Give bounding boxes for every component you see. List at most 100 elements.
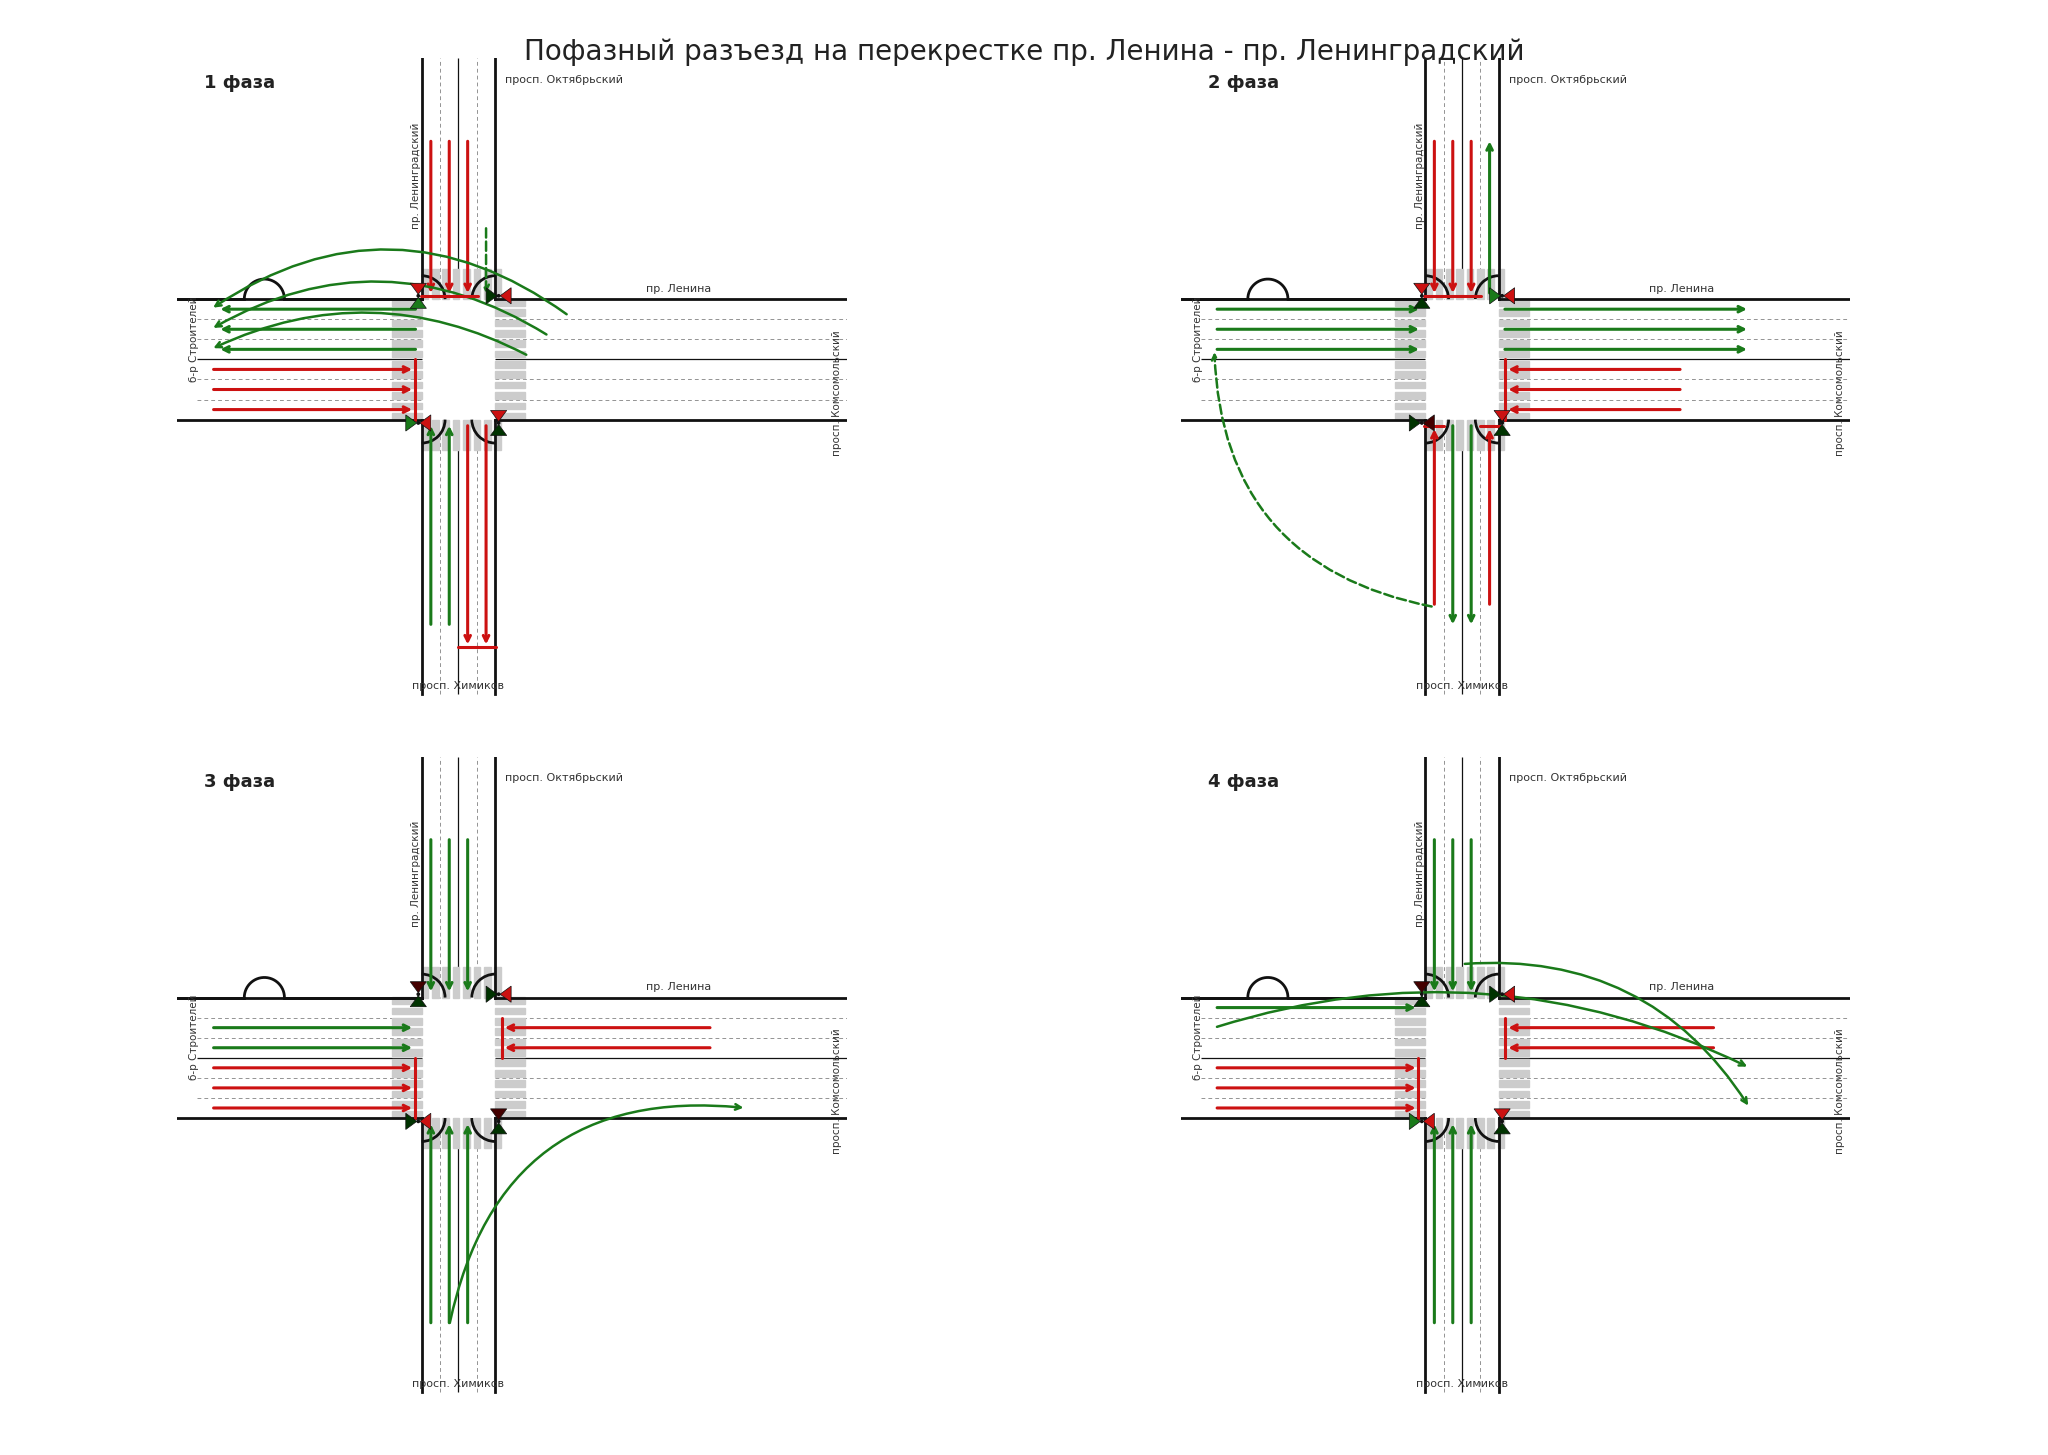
Bar	[391, 1039, 422, 1045]
Bar	[1436, 419, 1442, 450]
Bar	[1499, 1091, 1530, 1097]
Polygon shape	[1425, 998, 1499, 1117]
Bar	[1497, 1117, 1505, 1148]
Bar	[1466, 269, 1473, 300]
Bar	[496, 361, 526, 368]
Wedge shape	[422, 975, 444, 998]
Bar	[483, 1117, 492, 1148]
Bar	[496, 351, 526, 358]
Bar	[442, 419, 449, 450]
Bar	[1395, 1080, 1425, 1087]
Bar	[1395, 403, 1425, 409]
Text: 4 фаза: 4 фаза	[1208, 773, 1278, 790]
Wedge shape	[422, 419, 444, 442]
Text: б-р Строителей: б-р Строителей	[1192, 297, 1202, 383]
Bar	[1395, 330, 1425, 336]
Bar	[1395, 1069, 1425, 1077]
Bar	[1395, 1059, 1425, 1067]
Wedge shape	[471, 275, 496, 300]
Circle shape	[1501, 422, 1503, 425]
Polygon shape	[1413, 982, 1430, 992]
Bar	[1499, 298, 1530, 306]
Bar	[496, 1080, 526, 1087]
Bar	[391, 1069, 422, 1077]
Bar	[422, 1117, 428, 1148]
Bar	[1499, 340, 1530, 346]
Bar	[1499, 997, 1530, 1004]
Bar	[1499, 308, 1530, 316]
Bar	[1395, 371, 1425, 378]
Text: просп. Химиков: просп. Химиков	[412, 1379, 504, 1390]
Bar	[1466, 968, 1473, 998]
Polygon shape	[492, 410, 506, 422]
Polygon shape	[410, 297, 426, 308]
Bar	[1395, 1049, 1425, 1056]
Circle shape	[1501, 992, 1503, 995]
Bar	[473, 419, 479, 450]
Bar	[1395, 361, 1425, 368]
Text: просп. Октябрьский: просп. Октябрьский	[506, 773, 623, 783]
Bar	[1497, 269, 1505, 300]
Polygon shape	[1409, 415, 1421, 431]
Polygon shape	[485, 288, 498, 304]
Polygon shape	[410, 995, 426, 1007]
Text: пр. Ленинградский: пр. Ленинградский	[1415, 821, 1425, 927]
Bar	[1456, 968, 1462, 998]
Bar	[442, 968, 449, 998]
Bar	[1477, 1117, 1483, 1148]
Bar	[442, 1117, 449, 1148]
Bar	[1395, 1039, 1425, 1045]
Bar	[1395, 1029, 1425, 1035]
Bar	[1395, 1091, 1425, 1097]
Bar	[391, 1018, 422, 1024]
Wedge shape	[1425, 419, 1448, 442]
Bar	[473, 968, 479, 998]
Bar	[1499, 1049, 1530, 1056]
Text: просп. Комсомольский: просп. Комсомольский	[1835, 1029, 1845, 1154]
Text: просп. Химиков: просп. Химиков	[1415, 681, 1507, 691]
Bar	[1499, 351, 1530, 358]
Circle shape	[1421, 422, 1423, 425]
Bar	[483, 419, 492, 450]
Bar	[494, 968, 502, 998]
Bar	[496, 1007, 526, 1014]
Bar	[1499, 1039, 1530, 1045]
Polygon shape	[422, 998, 496, 1117]
Bar	[391, 371, 422, 378]
Circle shape	[418, 422, 420, 425]
Text: просп. Октябрьский: просп. Октябрьский	[1509, 773, 1626, 783]
Text: просп. Комсомольский: просп. Комсомольский	[831, 330, 842, 455]
Bar	[391, 1112, 422, 1117]
Bar	[1446, 1117, 1452, 1148]
Bar	[391, 340, 422, 346]
Bar	[391, 1101, 422, 1107]
Bar	[473, 1117, 479, 1148]
Bar	[391, 413, 422, 419]
Bar	[1499, 1112, 1530, 1117]
Bar	[494, 1117, 502, 1148]
Text: просп. Комсомольский: просп. Комсомольский	[831, 1029, 842, 1154]
Bar	[494, 269, 502, 300]
Bar	[391, 381, 422, 388]
Polygon shape	[492, 1123, 506, 1133]
Bar	[1499, 361, 1530, 368]
Wedge shape	[422, 1117, 444, 1141]
Bar	[1456, 419, 1462, 450]
Bar	[453, 269, 459, 300]
Text: пр. Ленинградский: пр. Ленинградский	[412, 821, 422, 927]
Bar	[1436, 968, 1442, 998]
Bar	[1436, 1117, 1442, 1148]
Bar	[1499, 1018, 1530, 1024]
Polygon shape	[1489, 288, 1501, 304]
Polygon shape	[410, 982, 426, 992]
Bar	[1497, 968, 1505, 998]
Wedge shape	[471, 975, 496, 998]
Wedge shape	[1425, 1117, 1448, 1141]
Polygon shape	[410, 284, 426, 294]
Bar	[463, 419, 469, 450]
Bar	[391, 1049, 422, 1056]
Bar	[391, 403, 422, 409]
Bar	[1395, 1112, 1425, 1117]
Bar	[1395, 1018, 1425, 1024]
Wedge shape	[422, 276, 444, 300]
